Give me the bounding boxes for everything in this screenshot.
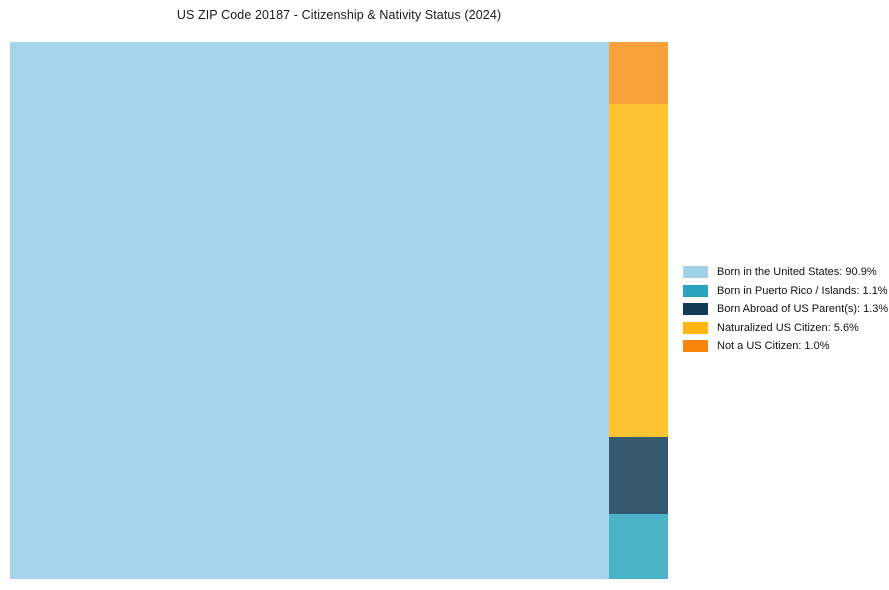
treemap-tile-naturalized-us-citizen (609, 104, 668, 437)
legend-label: Naturalized US Citizen: 5.6% (717, 321, 859, 334)
legend-swatch-not-a-us-citizen (683, 340, 708, 352)
legend-swatch-born-in-the-united-states (683, 266, 708, 278)
legend-item-born-in-puerto-rico-islands: Born in Puerto Rico / Islands: 1.1% (683, 284, 888, 297)
legend-item-born-abroad-of-us-parents: Born Abroad of US Parent(s): 1.3% (683, 303, 888, 315)
legend-label: Born in Puerto Rico / Islands: 1.1% (717, 284, 888, 297)
treemap-chart (10, 42, 668, 579)
legend-item-not-a-us-citizen: Not a US Citizen: 1.0% (683, 340, 888, 352)
treemap-tile-born-in-the-united-states (10, 42, 609, 579)
legend-swatch-naturalized-us-citizen (683, 321, 708, 334)
legend-item-born-in-the-united-states: Born in the United States: 90.9% (683, 266, 888, 278)
chart-title: US ZIP Code 20187 - Citizenship & Nativi… (176, 8, 502, 22)
legend-label: Born Abroad of US Parent(s): 1.3% (717, 303, 889, 315)
treemap-tile-born-abroad-of-us-parents (609, 437, 668, 514)
legend-label: Not a US Citizen: 1.0% (717, 340, 830, 352)
treemap-tile-not-a-us-citizen (609, 42, 668, 104)
legend-label: Born in the United States: 90.9% (717, 266, 877, 278)
legend: Born in the United States: 90.9% Born in… (683, 266, 888, 359)
legend-swatch-born-abroad-of-us-parents (683, 303, 708, 315)
legend-swatch-born-in-puerto-rico-islands (683, 284, 708, 297)
treemap-tile-born-in-puerto-rico-islands (609, 514, 668, 579)
legend-item-naturalized-us-citizen: Naturalized US Citizen: 5.6% (683, 321, 888, 334)
